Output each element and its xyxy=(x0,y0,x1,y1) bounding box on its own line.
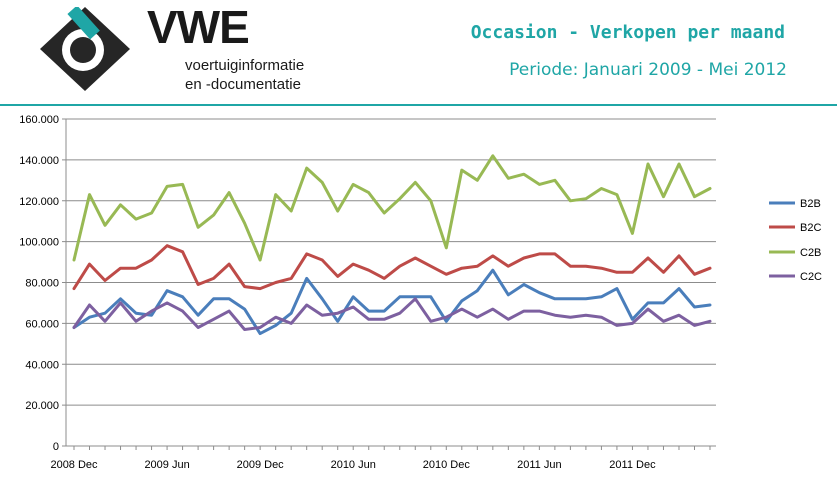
brand-tagline: voertuiginformatie xyxy=(185,57,305,74)
legend: B2B B2C C2B C2C xyxy=(769,198,822,283)
legend-label-c2b: C2B xyxy=(800,247,821,259)
x-tick-label: 2009 Dec xyxy=(237,459,285,471)
axes: 0 20.000 40.000 60.000 80.000 100.000 120.000 1… xyxy=(19,114,716,471)
series-line-b2c xyxy=(72,244,712,291)
report-title: Occasion - Verkopen per maand xyxy=(470,22,785,43)
x-tick-label: 2010 Dec xyxy=(423,459,471,471)
x-tick-label: 2008 Dec xyxy=(50,459,98,471)
series-line-b2b xyxy=(72,268,712,336)
x-tick-label: 2010 Jun xyxy=(331,459,376,471)
series-lines xyxy=(72,154,712,336)
y-tick-label: 120.000 xyxy=(19,196,59,208)
x-tick-label: 2011 Jun xyxy=(517,459,561,471)
x-tick-label: 2009 Jun xyxy=(144,459,189,471)
y-tick-label: 40.000 xyxy=(25,359,59,371)
gridlines xyxy=(66,118,716,406)
report-period: Periode: Januari 2009 - Mei 2012 xyxy=(509,60,787,80)
y-tick-label: 0 xyxy=(53,441,59,453)
legend-label-b2c: B2C xyxy=(800,222,821,234)
legend-label-b2b: B2B xyxy=(800,198,821,210)
header: VWE voertuiginformatie en -documentatie … xyxy=(0,0,837,104)
header-divider xyxy=(0,104,837,106)
y-tick-label: 80.000 xyxy=(25,278,59,290)
y-tick-label: 160.000 xyxy=(19,114,59,126)
sales-chart: 0 20.000 40.000 60.000 80.000 100.000 120.000 1… xyxy=(19,114,822,471)
y-tick-label: 60.000 xyxy=(25,318,59,330)
y-tick-label: 20.000 xyxy=(25,400,59,412)
x-tick-label: 2011 Dec xyxy=(609,459,656,471)
legend-label-c2c: C2C xyxy=(800,271,822,283)
y-tick-label: 100.000 xyxy=(19,237,59,249)
vwe-logo-icon xyxy=(40,7,130,91)
brand-tagline-2: en -documentatie xyxy=(185,76,301,93)
series-line-c2c xyxy=(72,297,712,331)
y-tick-label: 140.000 xyxy=(19,155,59,167)
brand-name: VWE xyxy=(147,1,250,53)
series-line-c2b xyxy=(72,154,712,262)
